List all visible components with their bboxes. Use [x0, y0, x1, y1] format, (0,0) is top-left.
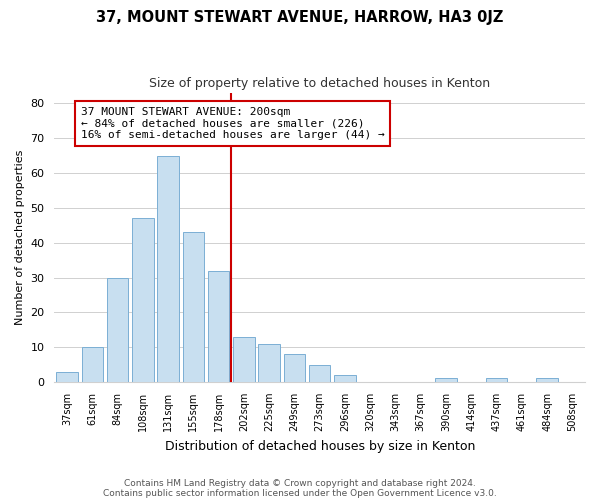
Bar [284, 354, 305, 382]
Bar [132, 218, 154, 382]
Text: 37 MOUNT STEWART AVENUE: 200sqm
← 84% of detached houses are smaller (226)
16% o: 37 MOUNT STEWART AVENUE: 200sqm ← 84% of… [81, 107, 385, 140]
Bar [107, 278, 128, 382]
Bar [259, 344, 280, 382]
Bar [435, 378, 457, 382]
Bar [182, 232, 204, 382]
Bar [334, 375, 356, 382]
Bar [208, 270, 229, 382]
Y-axis label: Number of detached properties: Number of detached properties [15, 150, 25, 325]
Bar [536, 378, 558, 382]
Bar [486, 378, 508, 382]
Text: 37, MOUNT STEWART AVENUE, HARROW, HA3 0JZ: 37, MOUNT STEWART AVENUE, HARROW, HA3 0J… [97, 10, 503, 25]
Title: Size of property relative to detached houses in Kenton: Size of property relative to detached ho… [149, 78, 490, 90]
X-axis label: Distribution of detached houses by size in Kenton: Distribution of detached houses by size … [164, 440, 475, 452]
Bar [82, 347, 103, 382]
Bar [157, 156, 179, 382]
Text: Contains HM Land Registry data © Crown copyright and database right 2024.: Contains HM Land Registry data © Crown c… [124, 478, 476, 488]
Bar [233, 336, 254, 382]
Bar [309, 364, 331, 382]
Bar [56, 372, 78, 382]
Text: Contains public sector information licensed under the Open Government Licence v3: Contains public sector information licen… [103, 488, 497, 498]
